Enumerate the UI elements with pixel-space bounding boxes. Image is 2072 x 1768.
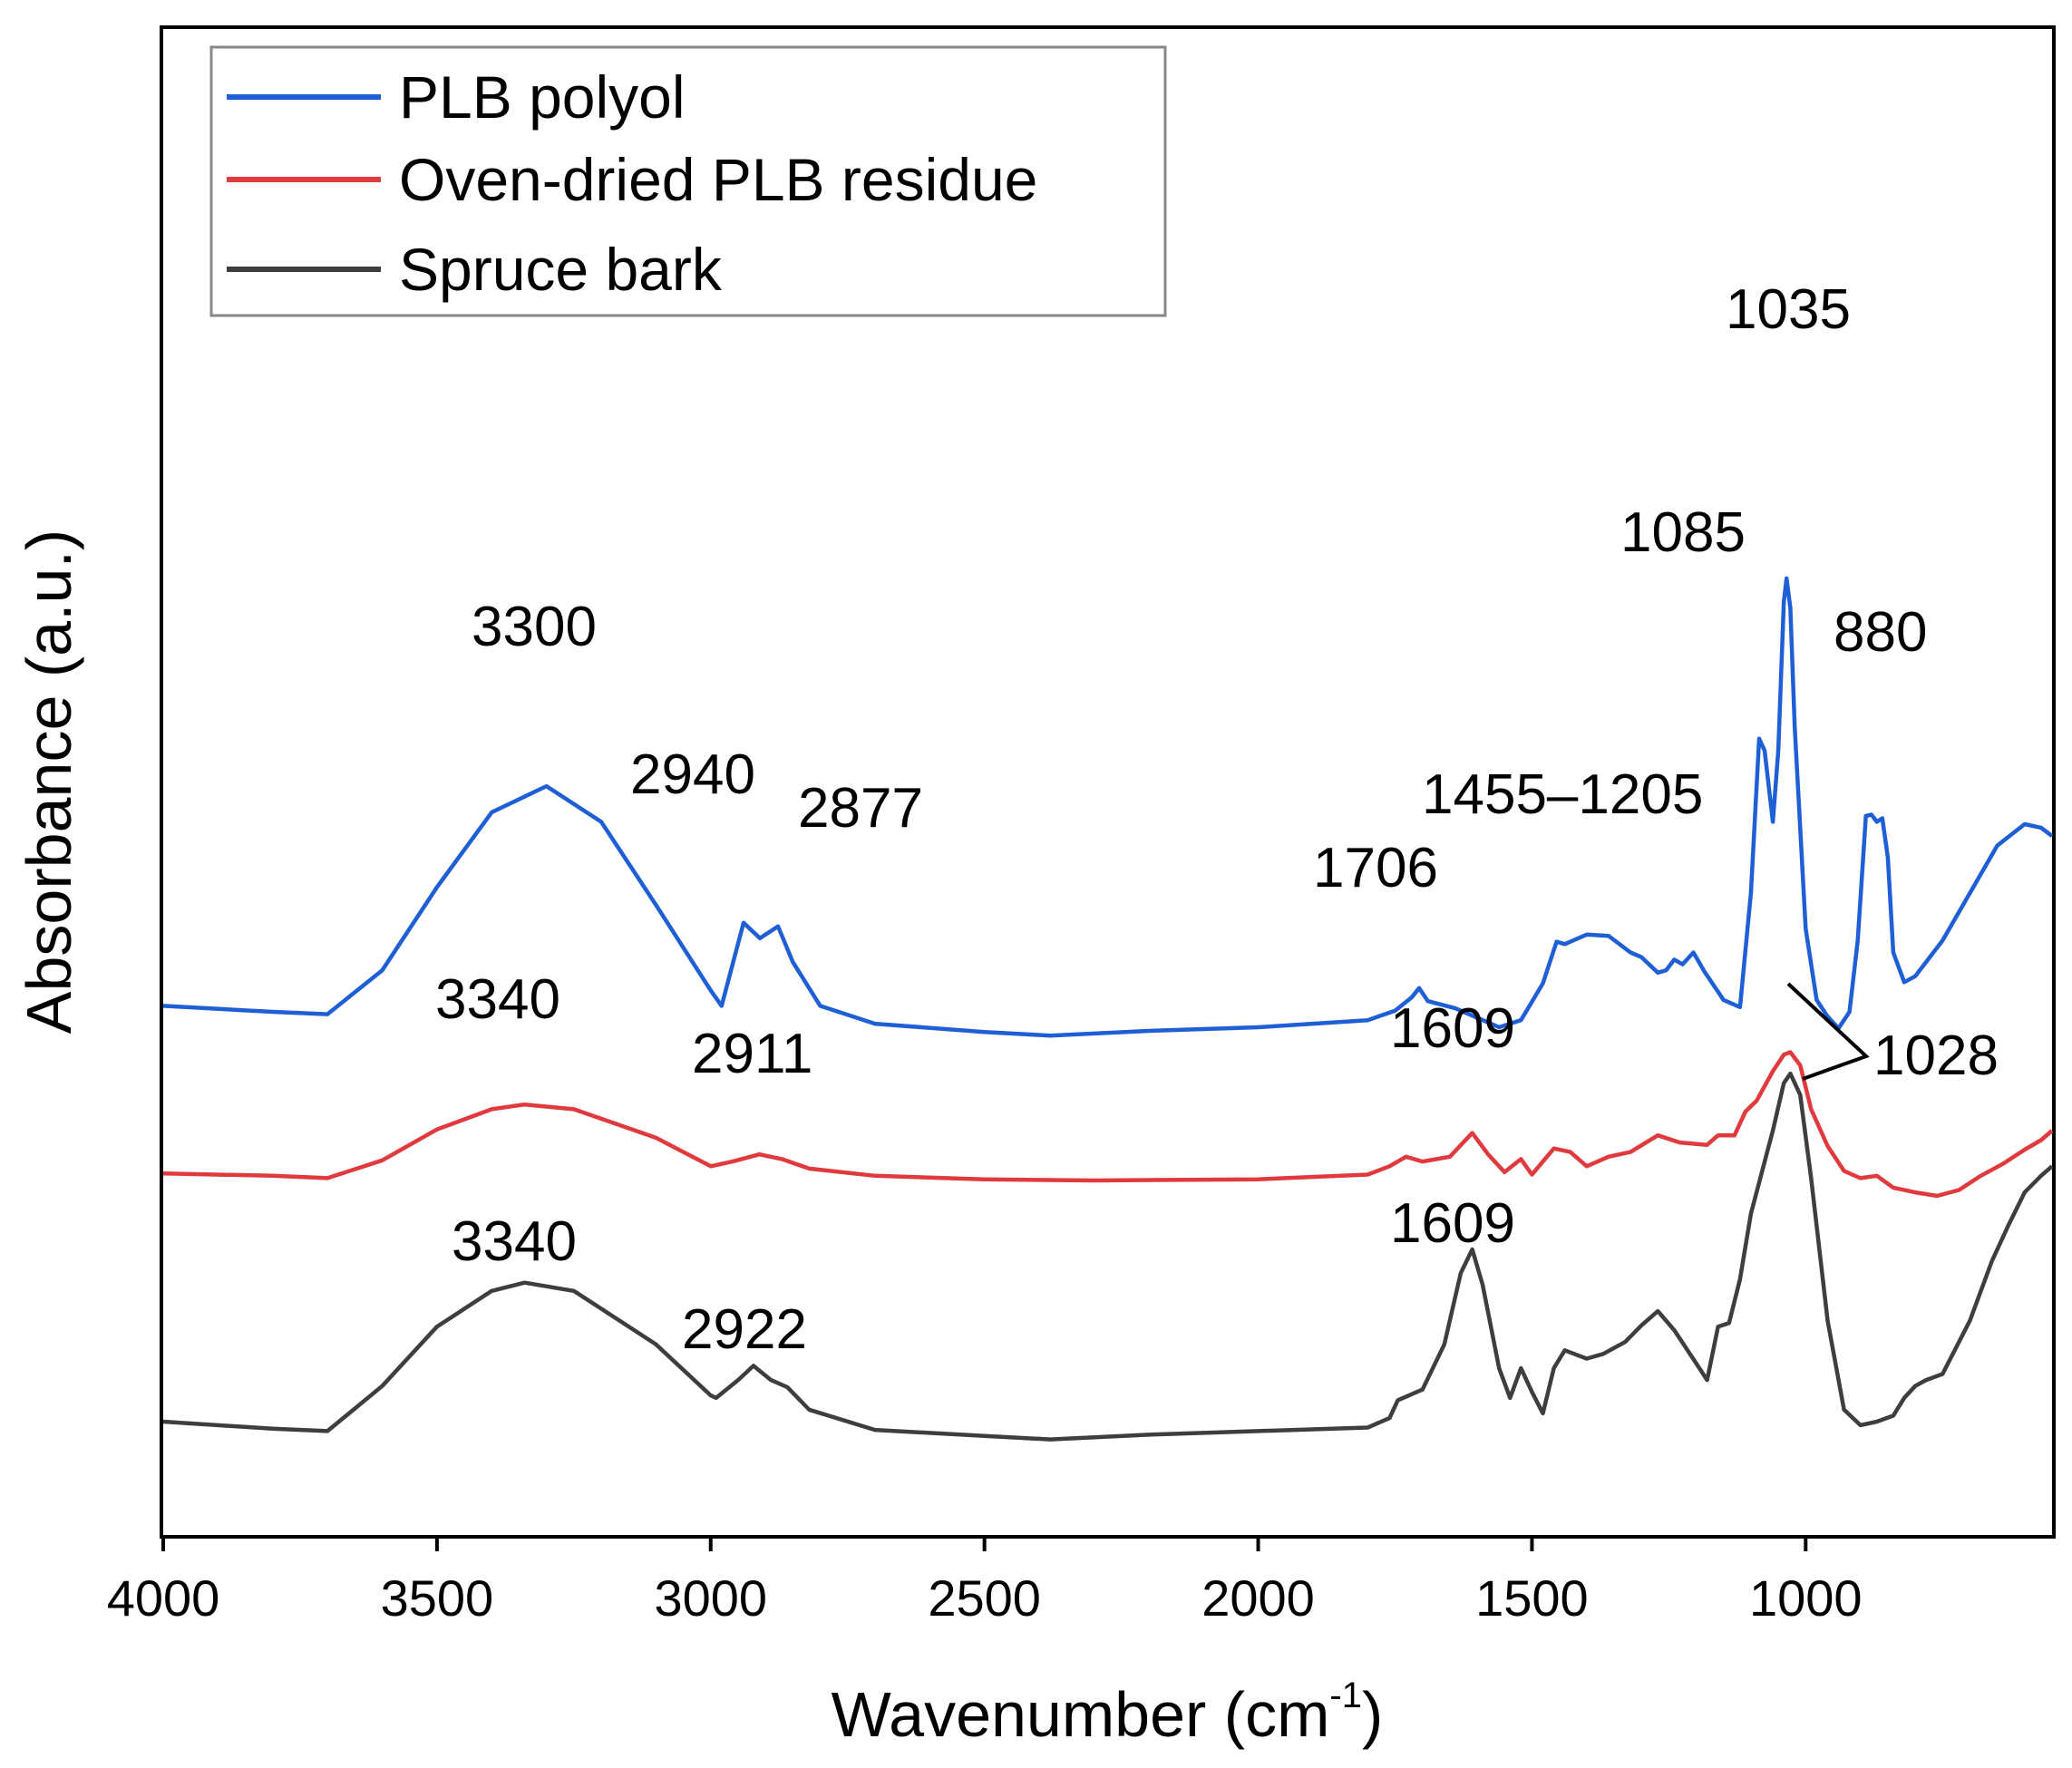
legend-label-oven-dried-residue: Oven-dried PLB residue — [399, 146, 1037, 213]
peak-label-residue-2911: 2911 — [692, 1023, 812, 1085]
peak-label-bark-2922: 2922 — [682, 1298, 807, 1361]
peak-label-plb-880: 880 — [1834, 601, 1927, 664]
peak-label-plb-2940: 2940 — [630, 743, 755, 806]
peak-label-plb-1706: 1706 — [1313, 837, 1438, 899]
x-tick-label-1500: 1500 — [1475, 1569, 1589, 1627]
peak-label-residue-3340: 3340 — [435, 968, 560, 1031]
x-axis-title: Wavenumber (cm-1) — [832, 1676, 1384, 1750]
peak-label-plb-1035: 1035 — [1726, 278, 1851, 341]
series-line-oven-dried-plb-residue — [162, 1050, 2054, 1199]
x-tick-label-2000: 2000 — [1201, 1569, 1315, 1627]
y-axis-title: Absorbance (a.u.) — [14, 529, 84, 1034]
series-line-spruce-bark — [162, 1071, 2054, 1442]
peak-label-residue-1609: 1609 — [1390, 997, 1515, 1060]
x-tick-label-3500: 3500 — [381, 1569, 494, 1627]
peak-label-shared-1028: 1028 — [1873, 1025, 1999, 1087]
peak-label-plb-2877: 2877 — [798, 777, 923, 840]
series-line-plb-polyol — [162, 576, 2054, 1038]
x-axis-ticks: 4000 3500 3000 2500 2000 1500 1000 — [107, 1535, 1863, 1627]
peak-label-plb-1455-1205: 1455–1205 — [1422, 763, 1703, 826]
peak-label-plb-1085: 1085 — [1620, 501, 1746, 564]
legend: PLB polyol Oven-dried PLB residue Spruce… — [209, 45, 1167, 317]
peak-label-bark-3340: 3340 — [452, 1210, 577, 1273]
x-tick-label-3000: 3000 — [654, 1569, 767, 1627]
legend-label-spruce-bark: Spruce bark — [399, 236, 723, 303]
peak-label-bark-1609: 1609 — [1390, 1192, 1515, 1255]
annotation-bracket-1028 — [1786, 982, 1870, 1081]
series-layer — [162, 576, 2054, 1442]
x-tick-label-1000: 1000 — [1749, 1569, 1863, 1627]
peak-annotations: 3300 2940 2877 1706 1455–1205 1085 1035 … — [435, 278, 1999, 1361]
x-tick-label-2500: 2500 — [928, 1569, 1041, 1627]
peak-label-plb-3300: 3300 — [472, 596, 597, 658]
plot-frame — [160, 25, 2056, 1539]
legend-label-plb-polyol: PLB polyol — [399, 63, 686, 131]
x-tick-label-4000: 4000 — [107, 1569, 220, 1627]
